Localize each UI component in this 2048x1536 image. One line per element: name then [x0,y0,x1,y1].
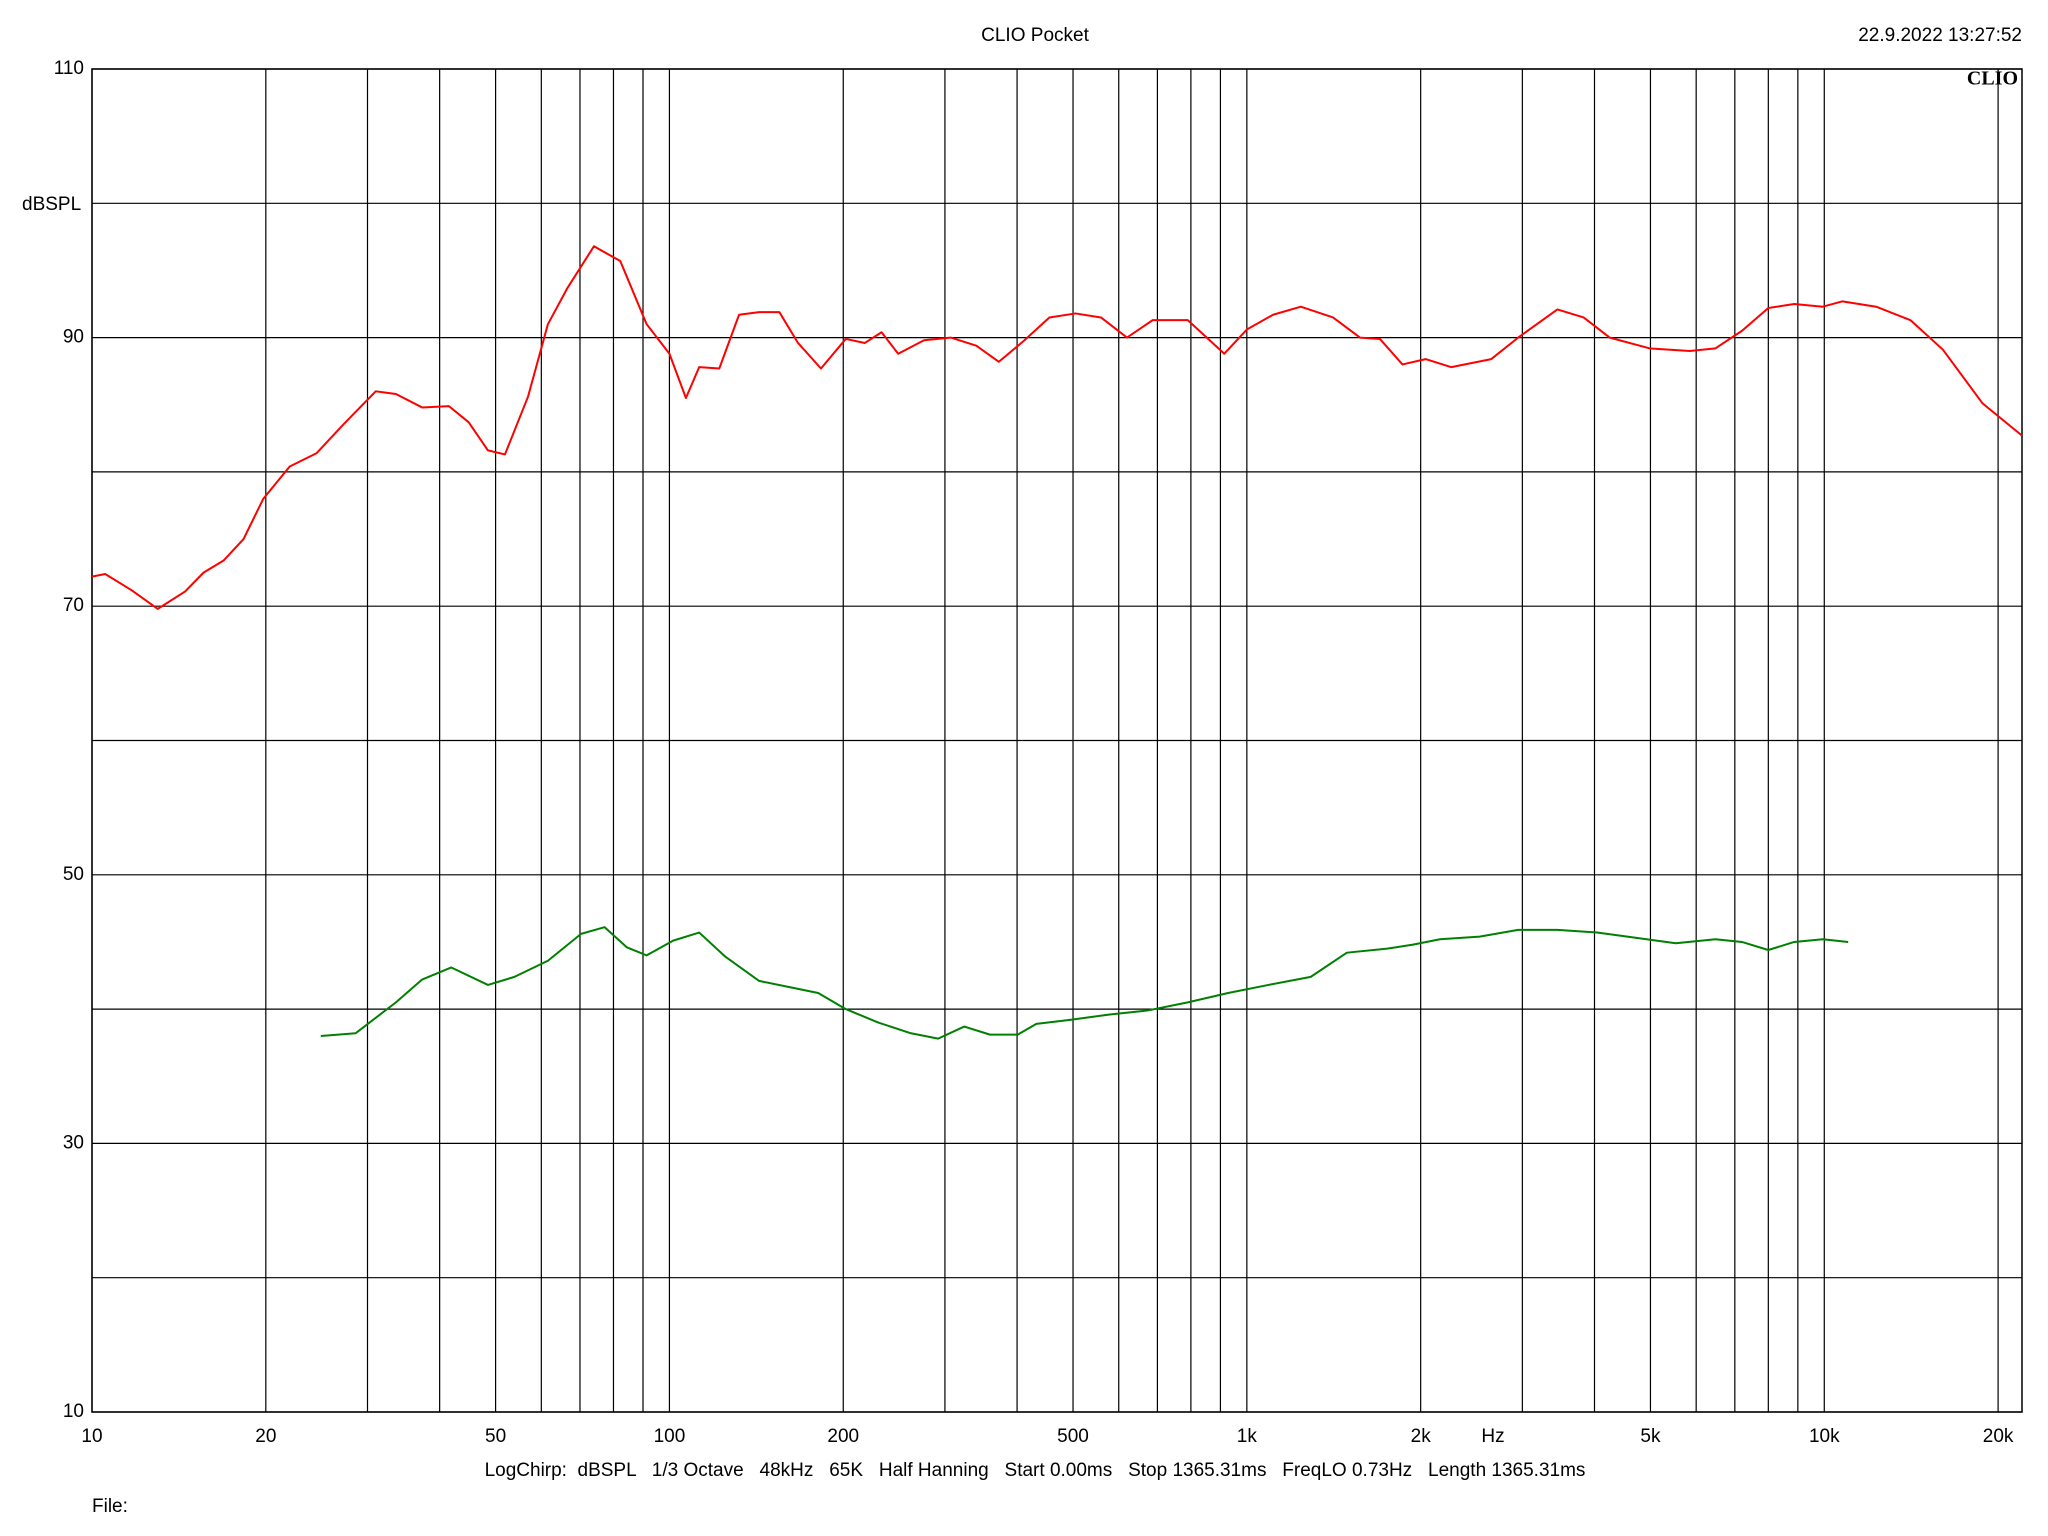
settings-line: LogChirp: dBSPL 1/3 Octave 48kHz 65K Hal… [485,1460,1586,1481]
line-series [320,926,1849,1040]
plot-frame [91,68,2023,1413]
chart-title: CLIO Pocket [981,25,1089,46]
x-tick-label: 500 [1057,1426,1089,1447]
x-tick-label: 5k [1640,1426,1661,1447]
x-tick-label: 200 [827,1426,859,1447]
timestamp: 22.9.2022 13:27:52 [1858,25,2022,46]
y-axis-label: dBSPL [22,194,81,215]
x-tick-label: 50 [485,1426,506,1447]
x-tick-label: 10 [81,1426,102,1447]
y-tick-label: 110 [54,58,84,79]
logo: CLIO [1967,68,2018,90]
y-tick-label: 50 [63,864,84,885]
x-tick-label: 1k [1237,1426,1258,1447]
file-label: File: [92,1496,128,1517]
y-tick-label: 30 [63,1132,84,1153]
x-tick-label: 100 [654,1426,686,1447]
line-series [91,245,2023,610]
x-tick-label: 2k [1411,1426,1432,1447]
x-tick-label: 20k [1983,1426,2014,1447]
x-tick-label: 10k [1809,1426,1840,1447]
y-tick-label: 10 [63,1401,84,1422]
y-tick-label: 70 [63,595,84,616]
x-axis-label: Hz [1481,1426,1504,1447]
y-tick-label: 90 [63,327,84,348]
x-tick-label: 20 [255,1426,276,1447]
